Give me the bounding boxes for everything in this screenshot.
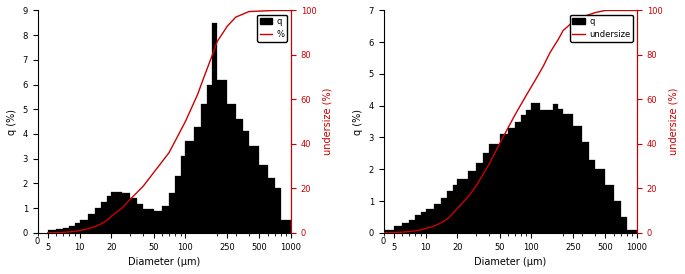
Bar <box>402 223 409 233</box>
Bar <box>499 134 508 233</box>
Bar <box>69 226 75 233</box>
Bar <box>595 169 606 233</box>
Legend: q, undersize: q, undersize <box>570 15 633 42</box>
X-axis label: Diameter (μm): Diameter (μm) <box>474 257 547 267</box>
Bar <box>227 104 236 233</box>
Bar <box>143 209 153 233</box>
Bar <box>181 156 186 233</box>
Bar <box>75 223 79 233</box>
Bar <box>122 193 130 233</box>
Text: 0: 0 <box>35 237 40 246</box>
Bar <box>553 104 558 233</box>
Bar <box>384 230 394 233</box>
Bar <box>483 153 489 233</box>
Bar <box>521 115 527 233</box>
Bar <box>394 226 402 233</box>
Bar <box>614 201 621 233</box>
Bar <box>515 122 521 233</box>
Bar <box>447 192 453 233</box>
Bar <box>207 85 212 233</box>
Bar <box>169 193 175 233</box>
Bar <box>268 178 275 233</box>
Bar <box>563 114 573 233</box>
Bar <box>371 231 384 233</box>
Y-axis label: undersize (%): undersize (%) <box>668 88 678 155</box>
Bar <box>88 214 95 233</box>
Bar <box>573 126 582 233</box>
Bar <box>275 188 281 233</box>
Y-axis label: undersize (%): undersize (%) <box>322 88 332 155</box>
Bar <box>212 23 217 233</box>
Bar <box>48 230 56 233</box>
Bar <box>425 209 434 233</box>
Bar <box>63 228 69 233</box>
Y-axis label: q (%): q (%) <box>7 109 17 135</box>
Bar <box>409 220 415 233</box>
Bar <box>415 215 421 233</box>
Legend: q, %: q, % <box>258 15 287 42</box>
Bar <box>547 110 553 233</box>
Bar <box>259 165 268 233</box>
Bar <box>162 206 169 233</box>
Bar <box>112 192 122 233</box>
Bar <box>468 171 476 233</box>
Bar <box>79 220 88 233</box>
Bar <box>621 217 627 233</box>
Bar <box>101 202 107 233</box>
Bar <box>137 204 143 233</box>
Y-axis label: q (%): q (%) <box>353 109 363 135</box>
Bar <box>540 110 547 233</box>
Bar <box>458 179 468 233</box>
Bar <box>589 160 595 233</box>
Bar <box>56 229 63 233</box>
Bar <box>107 196 112 233</box>
Text: 0: 0 <box>381 237 386 246</box>
Bar <box>421 212 425 233</box>
Bar <box>130 198 137 233</box>
Bar <box>582 142 589 233</box>
Bar <box>606 185 614 233</box>
Bar <box>627 230 637 233</box>
Bar <box>281 220 291 233</box>
Bar <box>201 104 207 233</box>
Bar <box>476 163 483 233</box>
Bar <box>236 119 243 233</box>
Bar <box>489 144 499 233</box>
Bar <box>453 185 458 233</box>
Bar <box>153 210 162 233</box>
X-axis label: Diameter (μm): Diameter (μm) <box>128 257 201 267</box>
Bar <box>508 128 515 233</box>
Bar <box>558 109 563 233</box>
Bar <box>434 204 441 233</box>
Bar <box>527 110 532 233</box>
Bar <box>217 80 227 233</box>
Bar <box>175 176 181 233</box>
Bar <box>186 141 194 233</box>
Bar <box>532 102 540 233</box>
Bar <box>194 127 201 233</box>
Bar <box>95 208 101 233</box>
Bar <box>243 132 249 233</box>
Bar <box>441 198 447 233</box>
Bar <box>249 146 259 233</box>
